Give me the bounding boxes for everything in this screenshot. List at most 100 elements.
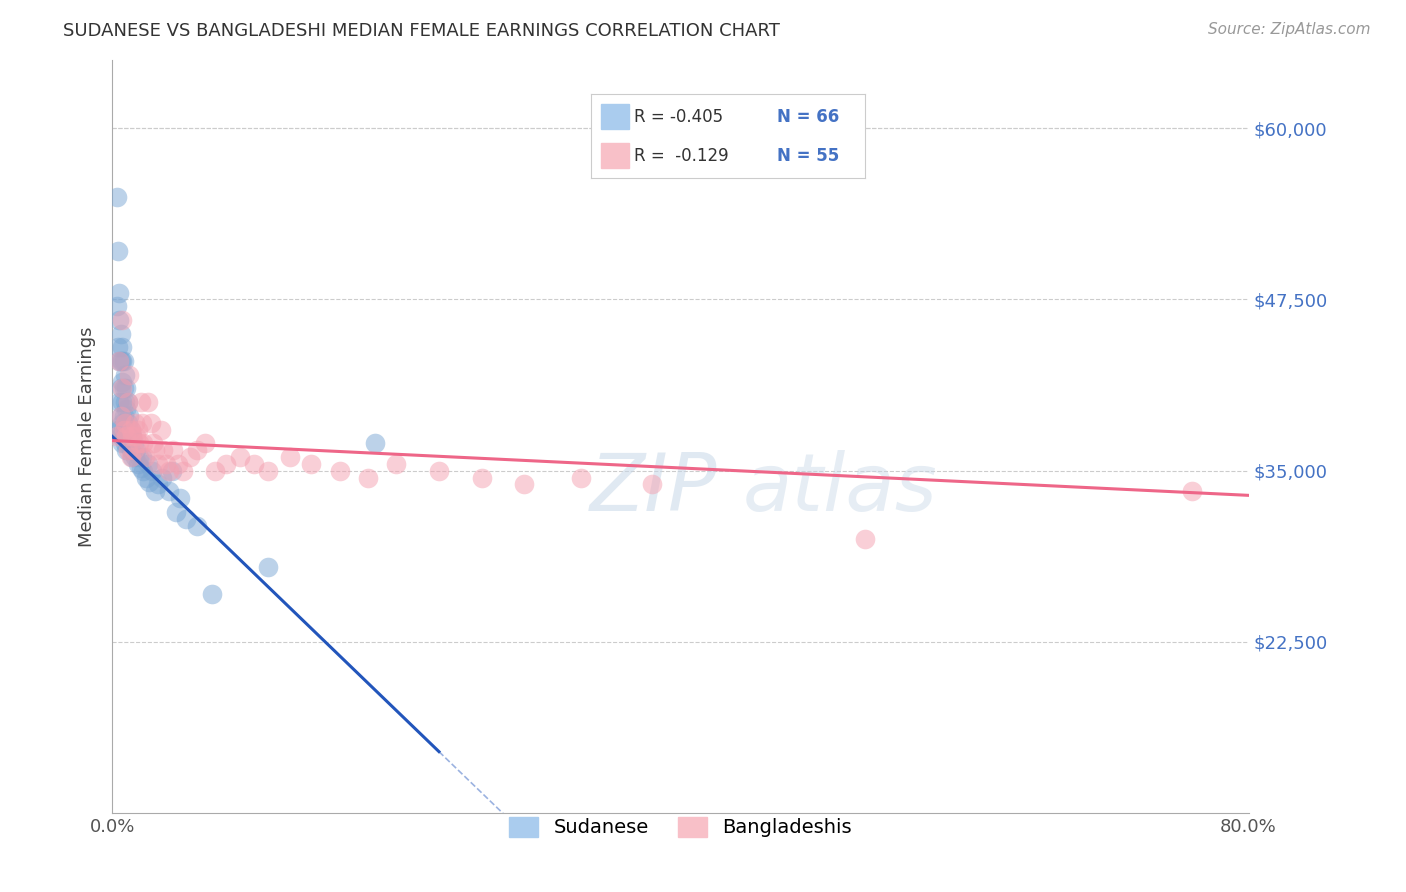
Point (129, 461, 152, 475)
Point (131, 416, 153, 430)
Point (114, 368, 136, 382)
Point (112, 382, 135, 396)
Point (201, 587, 224, 601)
Point (150, 470, 173, 484)
Point (138, 475, 160, 489)
Point (215, 457, 238, 471)
Point (115, 382, 138, 396)
Point (257, 559, 280, 574)
Point (139, 416, 162, 430)
Point (105, 189, 128, 203)
Point (853, 532, 876, 546)
Point (174, 511, 197, 525)
Point (115, 429, 138, 443)
Point (169, 491, 191, 505)
Point (127, 423, 149, 437)
Point (132, 464, 155, 478)
Point (118, 409, 141, 423)
Point (121, 429, 143, 443)
Point (111, 436, 134, 450)
Point (149, 423, 172, 437)
Point (357, 470, 380, 484)
Point (120, 423, 142, 437)
Point (105, 299, 128, 313)
Point (385, 457, 408, 471)
Point (121, 429, 143, 443)
Point (127, 457, 149, 471)
Point (569, 470, 592, 484)
Point (117, 395, 139, 409)
Point (117, 416, 139, 430)
Point (112, 354, 135, 368)
Point (186, 518, 208, 533)
Point (110, 382, 132, 396)
Point (155, 457, 177, 471)
Text: SUDANESE VS BANGLADESHI MEDIAN FEMALE EARNINGS CORRELATION CHART: SUDANESE VS BANGLADESHI MEDIAN FEMALE EA… (63, 22, 780, 40)
Point (120, 423, 142, 437)
Point (115, 423, 138, 437)
Point (128, 450, 150, 464)
Point (125, 443, 148, 458)
Point (141, 464, 163, 478)
Point (229, 450, 252, 464)
Point (111, 416, 134, 430)
Point (427, 464, 450, 478)
Point (257, 464, 280, 478)
Point (131, 450, 153, 464)
Point (115, 402, 138, 417)
Point (111, 313, 134, 327)
Point (146, 457, 169, 471)
Point (108, 395, 131, 409)
Point (112, 423, 135, 437)
Point (172, 464, 194, 478)
Point (115, 443, 138, 458)
Y-axis label: Median Female Earnings: Median Female Earnings (79, 326, 96, 547)
Point (143, 443, 166, 458)
Point (107, 423, 129, 437)
Point (243, 457, 266, 471)
Point (132, 436, 155, 450)
Point (471, 470, 494, 484)
Point (166, 457, 188, 471)
Point (157, 464, 180, 478)
Point (108, 285, 131, 300)
Point (328, 464, 350, 478)
Point (114, 436, 136, 450)
Point (165, 505, 187, 519)
Point (146, 477, 169, 491)
Point (111, 375, 134, 389)
Point (162, 443, 184, 458)
Point (110, 429, 132, 443)
Point (125, 429, 148, 443)
Point (143, 484, 166, 499)
Point (136, 457, 159, 471)
Bar (602, 103, 628, 129)
Point (193, 436, 215, 450)
Point (129, 395, 152, 409)
Point (111, 395, 134, 409)
Point (135, 470, 157, 484)
Point (134, 450, 156, 464)
Point (112, 429, 135, 443)
Legend: Sudanese, Bangladeshis: Sudanese, Bangladeshis (501, 809, 860, 845)
Point (121, 450, 143, 464)
Text: ZIP: ZIP (589, 450, 717, 528)
Point (114, 395, 136, 409)
Point (111, 354, 134, 368)
Text: R =  -0.129: R = -0.129 (634, 146, 730, 164)
Point (299, 457, 322, 471)
Point (117, 436, 139, 450)
Point (107, 340, 129, 354)
Point (110, 326, 132, 341)
Point (124, 450, 146, 464)
Text: N = 55: N = 55 (778, 146, 839, 164)
Point (120, 450, 142, 464)
Point (142, 436, 165, 450)
Point (108, 354, 131, 368)
Text: R = -0.405: R = -0.405 (634, 108, 724, 126)
Point (110, 409, 132, 423)
Point (1181, 484, 1204, 499)
Text: atlas: atlas (742, 450, 938, 528)
Point (118, 368, 141, 382)
Point (152, 443, 174, 458)
